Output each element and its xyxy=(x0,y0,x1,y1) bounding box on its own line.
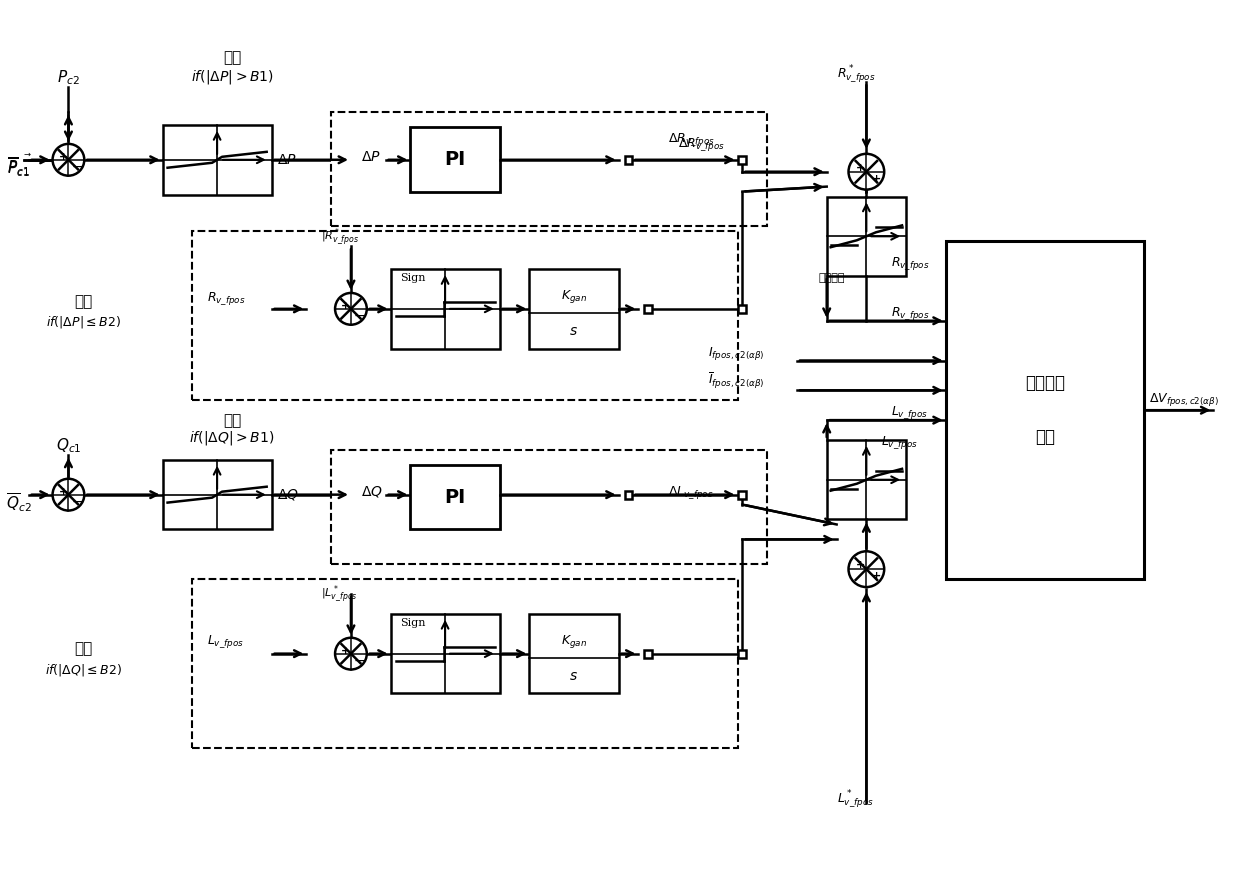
Text: Sign: Sign xyxy=(401,618,427,627)
Bar xyxy=(529,269,619,348)
Text: $R_{v\_fpos}$: $R_{v\_fpos}$ xyxy=(892,304,930,322)
Text: $P_{c2}$: $P_{c2}$ xyxy=(57,69,79,87)
Text: +: + xyxy=(58,487,68,496)
Text: $\overline{Q}_{c2}$: $\overline{Q}_{c2}$ xyxy=(6,492,32,514)
Text: +: + xyxy=(872,173,880,184)
Text: $\Delta V_{fpos,c2(\alpha\beta)}$: $\Delta V_{fpos,c2(\alpha\beta)}$ xyxy=(1149,392,1219,408)
Text: 虚拟阻抗: 虚拟阻抗 xyxy=(1024,374,1065,392)
Text: $R_{v\_fpos}$: $R_{v\_fpos}$ xyxy=(892,255,930,272)
Bar xyxy=(739,156,746,164)
Bar xyxy=(192,231,738,400)
Circle shape xyxy=(52,479,84,510)
Circle shape xyxy=(848,551,884,587)
Bar xyxy=(162,125,272,194)
Text: +: + xyxy=(856,561,866,570)
Bar xyxy=(529,614,619,693)
Bar xyxy=(625,156,632,164)
Bar xyxy=(162,460,272,530)
Bar xyxy=(410,127,500,192)
Text: $K_{gan}$: $K_{gan}$ xyxy=(560,289,587,305)
Text: $L_{v\_fpos}$: $L_{v\_fpos}$ xyxy=(207,633,244,649)
Circle shape xyxy=(52,144,84,176)
Bar xyxy=(946,241,1145,579)
Text: 恢复: 恢复 xyxy=(74,294,93,309)
Bar xyxy=(331,450,768,564)
Circle shape xyxy=(848,154,884,189)
Text: +: + xyxy=(341,646,351,656)
Text: $\overline{P}_{c1}$: $\overline{P}_{c1}$ xyxy=(7,157,30,180)
Bar xyxy=(739,304,746,312)
Bar xyxy=(410,465,500,530)
Text: $L_{v\_fpos}$: $L_{v\_fpos}$ xyxy=(882,434,918,451)
Text: $\Delta R_{v\_fpos}$: $\Delta R_{v\_fpos}$ xyxy=(678,136,725,153)
Text: $s$: $s$ xyxy=(569,669,578,683)
Bar xyxy=(827,196,906,276)
Bar xyxy=(192,579,738,748)
Text: +: + xyxy=(872,571,880,581)
Text: $-$: $-$ xyxy=(71,494,83,508)
Bar xyxy=(827,440,906,519)
Text: $s$: $s$ xyxy=(569,324,578,338)
Text: $if(|\Delta P|>B1)$: $if(|\Delta P|>B1)$ xyxy=(191,68,274,85)
Circle shape xyxy=(335,638,367,670)
Text: $|R^*_{v\_fpos}$: $|R^*_{v\_fpos}$ xyxy=(321,226,360,247)
Text: $Q_{c1}$: $Q_{c1}$ xyxy=(56,436,82,455)
Text: $\overline{I}_{fpos,c2(\alpha\beta)}$: $\overline{I}_{fpos,c2(\alpha\beta)}$ xyxy=(708,371,764,392)
Text: +: + xyxy=(856,163,866,172)
Bar xyxy=(739,649,746,657)
Text: $L_{v\_fpos}$: $L_{v\_fpos}$ xyxy=(892,404,928,422)
Bar xyxy=(331,112,768,226)
Bar xyxy=(391,269,500,348)
Text: 控制: 控制 xyxy=(1035,429,1055,446)
Bar xyxy=(391,614,500,693)
Bar xyxy=(739,491,746,499)
Text: $\Delta P$: $\Delta P$ xyxy=(361,150,381,164)
Text: 饱和限幅: 饱和限幅 xyxy=(818,273,844,283)
Text: $|L^*_{v\_fpos}$: $|L^*_{v\_fpos}$ xyxy=(321,584,358,605)
Bar xyxy=(645,304,652,312)
Text: PI: PI xyxy=(444,488,466,507)
Text: +: + xyxy=(58,151,68,162)
Bar xyxy=(625,491,632,499)
Text: $\Delta P$: $\Delta P$ xyxy=(277,153,296,167)
Text: $if(|\Delta P|\leq B2)$: $if(|\Delta P|\leq B2)$ xyxy=(46,314,120,330)
Text: $-$: $-$ xyxy=(353,653,365,667)
Text: $L^*_{v\_fpos}$: $L^*_{v\_fpos}$ xyxy=(837,788,873,810)
Text: 补偿: 补偿 xyxy=(223,413,241,428)
Text: 补偿: 补偿 xyxy=(223,50,241,65)
Text: Sign: Sign xyxy=(401,273,427,283)
Text: +: + xyxy=(341,301,351,311)
Text: $\Delta Q$: $\Delta Q$ xyxy=(361,484,383,499)
Text: $if(|\Delta Q|>B1)$: $if(|\Delta Q|>B1)$ xyxy=(190,429,275,448)
Circle shape xyxy=(335,293,367,325)
Text: $K_{gan}$: $K_{gan}$ xyxy=(560,634,587,650)
Text: $I_{fpos,c2(\alpha\beta)}$: $I_{fpos,c2(\alpha\beta)}$ xyxy=(708,345,764,362)
Bar xyxy=(645,649,652,657)
Text: $R_{v\_fpos}$: $R_{v\_fpos}$ xyxy=(207,290,246,307)
Text: $-$: $-$ xyxy=(353,308,365,322)
Text: $\Delta R_{v\_fpos}$: $\Delta R_{v\_fpos}$ xyxy=(668,131,715,148)
Text: $\overrightarrow{}$: $\overrightarrow{}$ xyxy=(24,150,32,158)
Text: $\overline{P}_{c1}$: $\overline{P}_{c1}$ xyxy=(7,156,30,179)
Text: PI: PI xyxy=(444,150,466,169)
Text: $if(|\Delta Q|\leq B2)$: $if(|\Delta Q|\leq B2)$ xyxy=(45,662,122,678)
Text: $\Delta Q$: $\Delta Q$ xyxy=(277,488,299,502)
Text: $\Delta L_{v\_fpos}$: $\Delta L_{v\_fpos}$ xyxy=(668,484,713,501)
Text: $-$: $-$ xyxy=(71,158,83,172)
Text: 恢复: 恢复 xyxy=(74,642,93,656)
Text: $R^*_{v\_fpos}$: $R^*_{v\_fpos}$ xyxy=(837,63,875,85)
